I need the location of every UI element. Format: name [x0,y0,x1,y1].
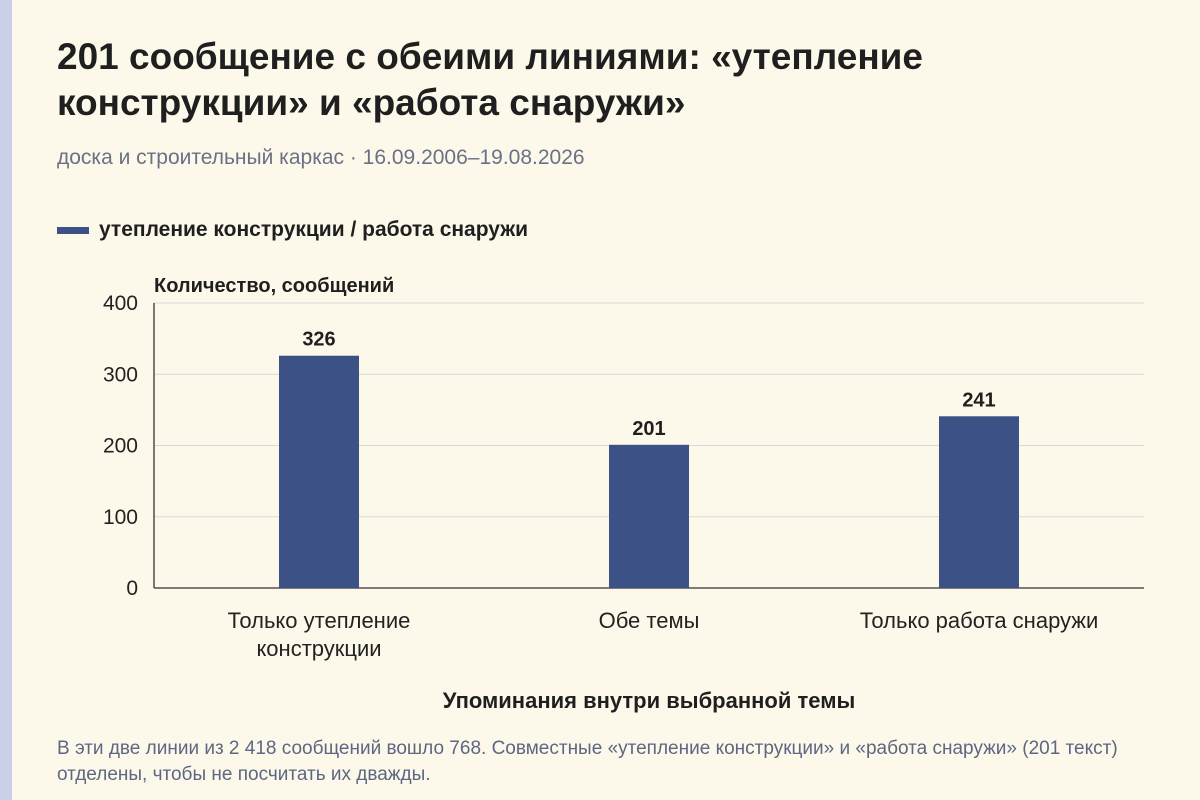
x-category-label-line: Обе темы [599,608,700,633]
x-category-label: Только утепление конструкции [228,608,411,661]
x-category-label-line: Только работа снаружи [860,608,1099,633]
chart-title: 201 сообщение с обеими линиями: «утеплен… [57,36,923,123]
left-accent-stripe [0,0,12,800]
y-tick-label: 100 [103,506,138,529]
x-category-label: Только работа снаружи [860,608,1099,633]
x-category-label-line: конструкции [256,636,381,661]
bar-value-label: 326 [302,329,335,351]
x-axis-title: Упоминания внутри выбранной темы [443,688,856,713]
y-axis-title: Количество, сообщений [154,275,394,297]
x-category-label: Обе темы [599,608,700,633]
legend-swatch [57,226,89,234]
y-tick-label: 0 [126,577,138,600]
bar [939,416,1019,588]
y-tick-label: 200 [103,435,138,458]
footnote: В эти две линии из 2 418 сообщений вошло… [57,738,1118,785]
y-tick-label: 300 [103,363,138,386]
bar [279,355,359,588]
y-tick-label: 400 [103,292,138,315]
legend: утепление конструкции / работа снаружи [57,218,528,242]
bar [609,444,689,588]
chart-subtitle: доска и строительный каркас · 16.09.2006… [57,146,585,169]
legend-label: утепление конструкции / работа снаружи [99,218,529,241]
x-category-label-line: Только утепление [228,608,411,633]
bar-value-label: 201 [632,418,665,440]
bar-value-label: 241 [962,389,995,411]
